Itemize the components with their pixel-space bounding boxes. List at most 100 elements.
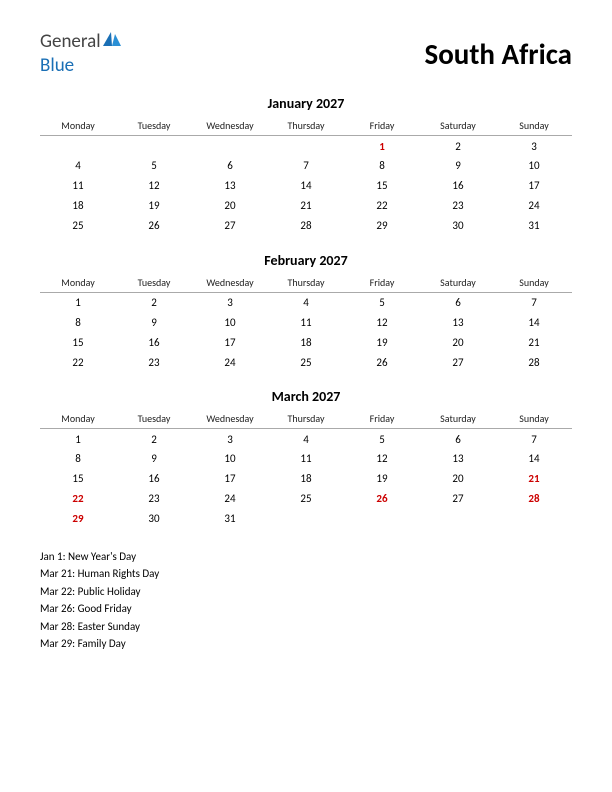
calendar-cell: [420, 509, 496, 529]
calendar-cell: 8: [40, 449, 116, 469]
calendar-cell: 14: [268, 176, 344, 196]
weekday-header: Tuesday: [116, 273, 192, 293]
calendar-cell: 23: [116, 489, 192, 509]
calendar-cell: 16: [116, 332, 192, 352]
calendar-cell: 14: [496, 449, 572, 469]
calendar-cell: 10: [192, 312, 268, 332]
calendar-cell: 3: [192, 292, 268, 312]
calendar-cell: 6: [192, 156, 268, 176]
calendar-row: 15161718192021: [40, 469, 572, 489]
calendar-cell: 11: [268, 449, 344, 469]
weekday-header: Thursday: [268, 273, 344, 293]
calendar-cell: 24: [192, 352, 268, 372]
weekday-header: Sunday: [496, 116, 572, 136]
calendar-cell: 24: [496, 196, 572, 216]
calendar-cell: 9: [116, 312, 192, 332]
calendar-cell: 18: [268, 469, 344, 489]
calendar-cell: 1: [40, 292, 116, 312]
calendar-cell: 21: [496, 332, 572, 352]
calendar-cell: 20: [420, 469, 496, 489]
calendar-cell: 27: [420, 489, 496, 509]
calendar-cell: 1: [40, 429, 116, 449]
calendar-cell: [192, 136, 268, 156]
calendar-cell: 8: [40, 312, 116, 332]
calendar-cell: [268, 136, 344, 156]
calendar-cell: 5: [344, 429, 420, 449]
calendar-cell: [116, 136, 192, 156]
calendar-row: 1234567: [40, 292, 572, 312]
calendar-cell: 11: [40, 176, 116, 196]
calendar-cell: 26: [116, 216, 192, 236]
logo-text: GeneralBlue: [40, 30, 123, 77]
calendar-cell: 10: [496, 156, 572, 176]
calendar-row: 25262728293031: [40, 216, 572, 236]
calendar-cell: 2: [116, 292, 192, 312]
calendar-cell: 18: [268, 332, 344, 352]
holidays-list: Jan 1: New Year's DayMar 21: Human Right…: [40, 549, 572, 653]
calendar-cell: 25: [40, 216, 116, 236]
country-title: South Africa: [425, 36, 573, 72]
weekday-header: Saturday: [420, 116, 496, 136]
weekday-header: Monday: [40, 409, 116, 429]
calendar-cell: 23: [116, 352, 192, 372]
calendar-cell: 27: [420, 352, 496, 372]
calendar-cell: 3: [192, 429, 268, 449]
weekday-header: Wednesday: [192, 116, 268, 136]
calendar-cell: [268, 509, 344, 529]
calendar-row: 22232425262728: [40, 489, 572, 509]
month-title: March 2027: [40, 388, 572, 405]
calendar-cell: [496, 509, 572, 529]
calendar-cell: 6: [420, 429, 496, 449]
month-title: January 2027: [40, 95, 572, 112]
weekday-header: Sunday: [496, 409, 572, 429]
calendar-cell: 7: [268, 156, 344, 176]
weekday-header: Tuesday: [116, 409, 192, 429]
calendar-cell: 18: [40, 196, 116, 216]
calendar-cell: 16: [420, 176, 496, 196]
calendar-cell: 13: [420, 449, 496, 469]
calendar-cell: 4: [268, 429, 344, 449]
calendar-cell: 26: [344, 352, 420, 372]
holiday-entry: Mar 26: Good Friday: [40, 601, 572, 618]
calendar-cell: 25: [268, 489, 344, 509]
calendar-row: 891011121314: [40, 312, 572, 332]
weekday-header: Thursday: [268, 409, 344, 429]
calendar-cell: 17: [192, 332, 268, 352]
month-title: February 2027: [40, 252, 572, 269]
calendar-cell: 10: [192, 449, 268, 469]
calendar-cell: 30: [116, 509, 192, 529]
calendar-cell: 28: [496, 352, 572, 372]
calendar-cell: 5: [116, 156, 192, 176]
calendar-cell: 24: [192, 489, 268, 509]
logo-icon: [101, 30, 123, 54]
holiday-entry: Mar 28: Easter Sunday: [40, 619, 572, 636]
calendar-cell: 13: [420, 312, 496, 332]
month-block: February 2027MondayTuesdayWednesdayThurs…: [40, 252, 572, 373]
calendar-cell: 23: [420, 196, 496, 216]
calendar-cell: 25: [268, 352, 344, 372]
calendar-cell: 2: [116, 429, 192, 449]
calendar-cell: 11: [268, 312, 344, 332]
calendar-cell: 5: [344, 292, 420, 312]
weekday-header: Saturday: [420, 409, 496, 429]
calendar-row: 123: [40, 136, 572, 156]
calendar-cell: 28: [496, 489, 572, 509]
calendar-cell: 3: [496, 136, 572, 156]
calendar-cell: 7: [496, 292, 572, 312]
calendar-cell: 21: [268, 196, 344, 216]
calendar-cell: 8: [344, 156, 420, 176]
calendars-container: January 2027MondayTuesdayWednesdayThursd…: [40, 95, 572, 529]
calendar-cell: 12: [344, 449, 420, 469]
weekday-header: Thursday: [268, 116, 344, 136]
calendar-cell: [344, 509, 420, 529]
calendar-cell: 4: [40, 156, 116, 176]
calendar-cell: 6: [420, 292, 496, 312]
weekday-header: Friday: [344, 409, 420, 429]
calendar-cell: 22: [40, 352, 116, 372]
calendar-table: MondayTuesdayWednesdayThursdayFridaySatu…: [40, 116, 572, 236]
calendar-row: 293031: [40, 509, 572, 529]
calendar-row: 891011121314: [40, 449, 572, 469]
weekday-header: Monday: [40, 116, 116, 136]
logo-word-blue: Blue: [40, 54, 74, 77]
calendar-cell: 20: [420, 332, 496, 352]
